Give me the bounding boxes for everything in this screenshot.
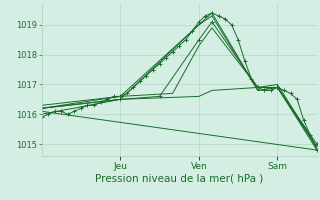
X-axis label: Pression niveau de la mer( hPa ): Pression niveau de la mer( hPa ) [95,173,263,183]
